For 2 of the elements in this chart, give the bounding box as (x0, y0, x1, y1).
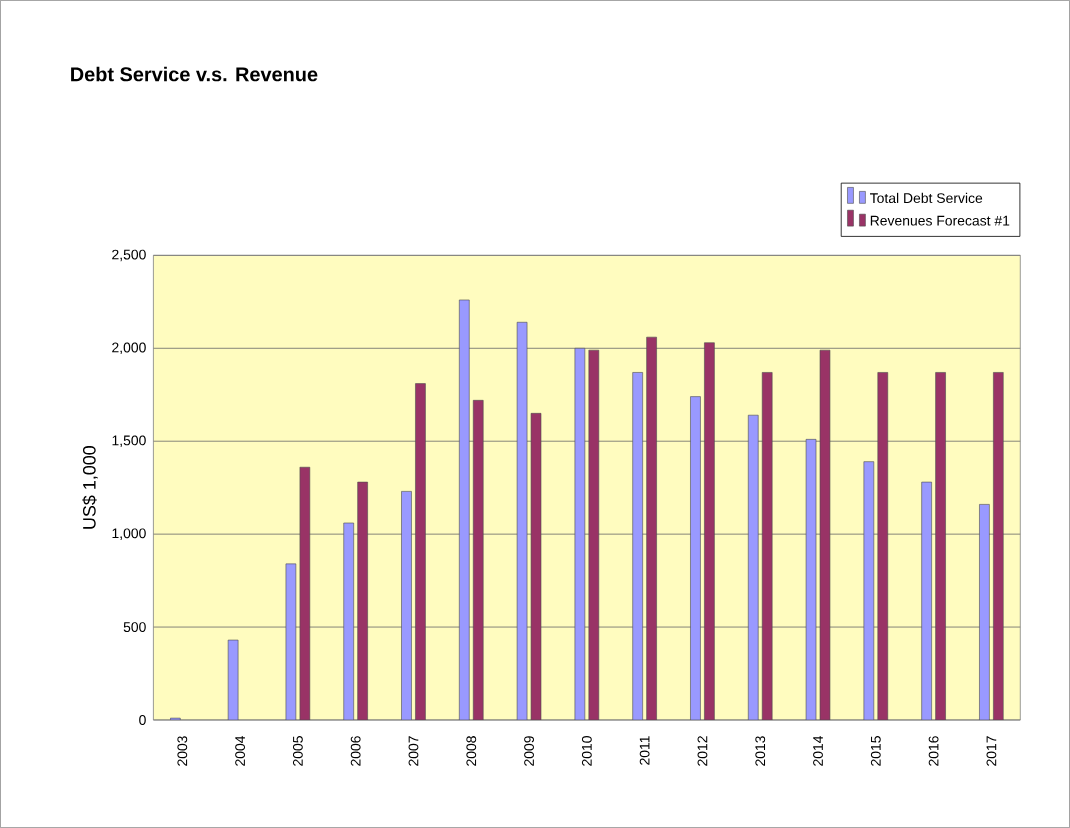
y-axis-title: US$ 1,000 (82, 446, 98, 529)
chart-title: Debt Service v.s. Revenue (71, 66, 318, 82)
